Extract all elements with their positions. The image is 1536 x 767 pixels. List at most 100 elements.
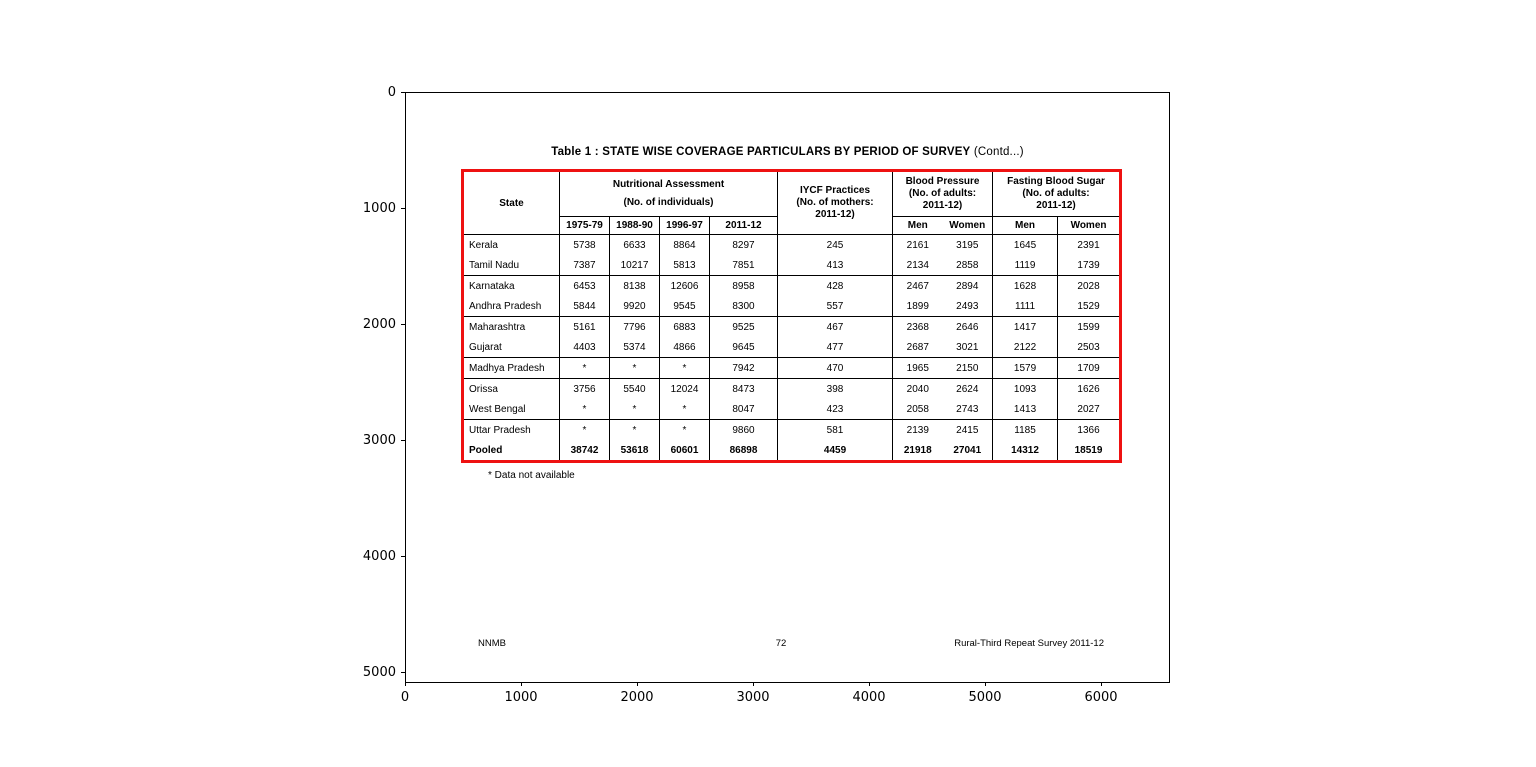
col-header-state: State bbox=[462, 170, 560, 235]
value-cell: 1111 bbox=[992, 296, 1059, 317]
col-header-iycf: IYCF Practices (No. of mothers: 2011-12) bbox=[777, 170, 894, 235]
value-cell: 8958 bbox=[709, 275, 779, 296]
table-row: Gujarat 4403 5374 4866 9645 477 2687 3021 2122 25… bbox=[462, 337, 1121, 358]
value-cell: * bbox=[609, 357, 660, 379]
value-cell: 8047 bbox=[709, 399, 779, 420]
value-cell: 5161 bbox=[559, 316, 610, 337]
value-cell: 8138 bbox=[609, 275, 660, 296]
value-cell: 4866 bbox=[659, 337, 710, 358]
col-header-blood-pressure: Blood Pressure (No. of adults: 2011-12) bbox=[892, 170, 994, 217]
value-cell: 1899 bbox=[906, 300, 929, 312]
footer-page-number: 72 bbox=[775, 638, 787, 649]
value-cell: 1709 bbox=[1057, 357, 1121, 379]
value-cell: 1579 bbox=[992, 357, 1059, 379]
value-cell: 1093 bbox=[992, 378, 1059, 399]
state-cell: Gujarat bbox=[462, 337, 560, 358]
value-cell: 2624 bbox=[942, 378, 994, 399]
value-cell: 581 bbox=[777, 419, 894, 440]
value-cell: 10217 bbox=[609, 255, 660, 276]
value-cell: 1739 bbox=[1077, 259, 1100, 271]
value-cell: 2027 bbox=[1077, 403, 1100, 415]
value-cell: 1413 bbox=[992, 399, 1059, 420]
value-cell: 2161 bbox=[892, 234, 943, 255]
value-cell: 428 bbox=[777, 275, 894, 296]
col-header-year-4: 2011-12 bbox=[709, 216, 779, 235]
value-cell: 2503 bbox=[1077, 341, 1100, 353]
col-header-fbs-men: Men bbox=[992, 216, 1059, 235]
col-header-bp-men: Men bbox=[892, 216, 943, 235]
x-tick-mark bbox=[753, 682, 754, 686]
x-tick-label: 1000 bbox=[504, 690, 538, 705]
value-cell: 1185 bbox=[992, 419, 1059, 440]
y-tick-label: 2000 bbox=[362, 317, 396, 332]
value-cell: 2150 bbox=[942, 357, 994, 379]
footnote: * Data not available bbox=[488, 470, 575, 481]
table-row: Karnataka 6453 8138 12606 8958 428 2467 2894 162… bbox=[462, 275, 1121, 296]
value-cell: 398 bbox=[777, 378, 894, 399]
value-cell: 2122 bbox=[992, 337, 1059, 358]
value-cell: 5844 bbox=[559, 296, 610, 317]
value-cell: 2058 bbox=[906, 403, 929, 415]
value-cell: 3756 bbox=[559, 378, 610, 399]
x-tick-label: 6000 bbox=[1084, 690, 1118, 705]
page-title: Table 1 : STATE WISE COVERAGE PARTICULAR… bbox=[406, 146, 1169, 158]
state-cell: Kerala bbox=[462, 234, 560, 255]
value-cell: 2040 bbox=[892, 378, 943, 399]
y-tick-mark bbox=[401, 440, 405, 441]
table-row: Andhra Pradesh 5844 9920 9545 8300 557 1899 249… bbox=[462, 296, 1121, 317]
value-cell: 557 bbox=[777, 296, 894, 317]
y-tick-mark bbox=[401, 556, 405, 557]
value-cell: * bbox=[659, 419, 710, 440]
state-cell: Pooled bbox=[462, 440, 560, 462]
value-cell: 8300 bbox=[709, 296, 779, 317]
y-tick-label: 0 bbox=[387, 85, 396, 100]
table-title: Table 1 : STATE WISE COVERAGE PARTICULAR… bbox=[551, 146, 971, 158]
y-tick-mark bbox=[401, 208, 405, 209]
y-tick-label: 4000 bbox=[362, 549, 396, 564]
value-cell: 6883 bbox=[659, 316, 710, 337]
value-cell: 2687 bbox=[906, 341, 929, 353]
value-cell: 2743 bbox=[942, 399, 994, 420]
value-cell: 38742 bbox=[559, 440, 610, 462]
table-row: Tamil Nadu 7387 10217 5813 7851 413 2134 2858 11… bbox=[462, 255, 1121, 276]
value-cell: 2134 bbox=[906, 259, 929, 271]
col-header-bp-women: Women bbox=[942, 216, 994, 235]
value-cell: 5540 bbox=[609, 378, 660, 399]
value-cell: 9860 bbox=[709, 419, 779, 440]
table-row: West Bengal * * * 8047 423 2058 2743 1413 2027 bbox=[462, 399, 1121, 420]
plot-area: Table 1 : STATE WISE COVERAGE PARTICULAR… bbox=[405, 92, 1170, 683]
value-cell: 6633 bbox=[609, 234, 660, 255]
value-cell: 6453 bbox=[559, 275, 610, 296]
state-cell: Maharashtra bbox=[462, 316, 560, 337]
value-cell: * bbox=[559, 357, 610, 379]
x-tick-mark bbox=[521, 682, 522, 686]
state-cell: Tamil Nadu bbox=[462, 255, 560, 276]
col-header-fasting-blood-sugar: Fasting Blood Sugar (No. of adults: 2011… bbox=[992, 170, 1121, 217]
x-tick-mark bbox=[637, 682, 638, 686]
value-cell: 5813 bbox=[659, 255, 710, 276]
value-cell: 423 bbox=[777, 399, 894, 420]
value-cell: 2391 bbox=[1057, 234, 1121, 255]
value-cell: 5374 bbox=[609, 337, 660, 358]
x-tick-mark bbox=[869, 682, 870, 686]
value-cell: 1965 bbox=[892, 357, 943, 379]
value-cell: * bbox=[559, 419, 610, 440]
value-cell: 1645 bbox=[992, 234, 1059, 255]
table-row: Madhya Pradesh * * * 7942 470 1965 2150 1579 1709 bbox=[462, 357, 1121, 379]
value-cell: 1599 bbox=[1057, 316, 1121, 337]
value-cell: 8297 bbox=[709, 234, 779, 255]
x-tick-label: 3000 bbox=[736, 690, 770, 705]
table-body: Kerala 5738 6633 8864 8297 245 2161 3195 1645 239… bbox=[462, 234, 1121, 462]
value-cell: 467 bbox=[777, 316, 894, 337]
col-header-year-1: 1975-79 bbox=[559, 216, 610, 235]
value-cell: 5738 bbox=[559, 234, 610, 255]
value-cell: 4403 bbox=[559, 337, 610, 358]
value-cell: 2894 bbox=[942, 275, 994, 296]
value-cell: 12024 bbox=[659, 378, 710, 399]
value-cell: 3195 bbox=[942, 234, 994, 255]
y-tick-mark bbox=[401, 324, 405, 325]
value-cell: 470 bbox=[777, 357, 894, 379]
x-tick-label: 2000 bbox=[620, 690, 654, 705]
value-cell: 8473 bbox=[709, 378, 779, 399]
x-tick-label: 4000 bbox=[852, 690, 886, 705]
